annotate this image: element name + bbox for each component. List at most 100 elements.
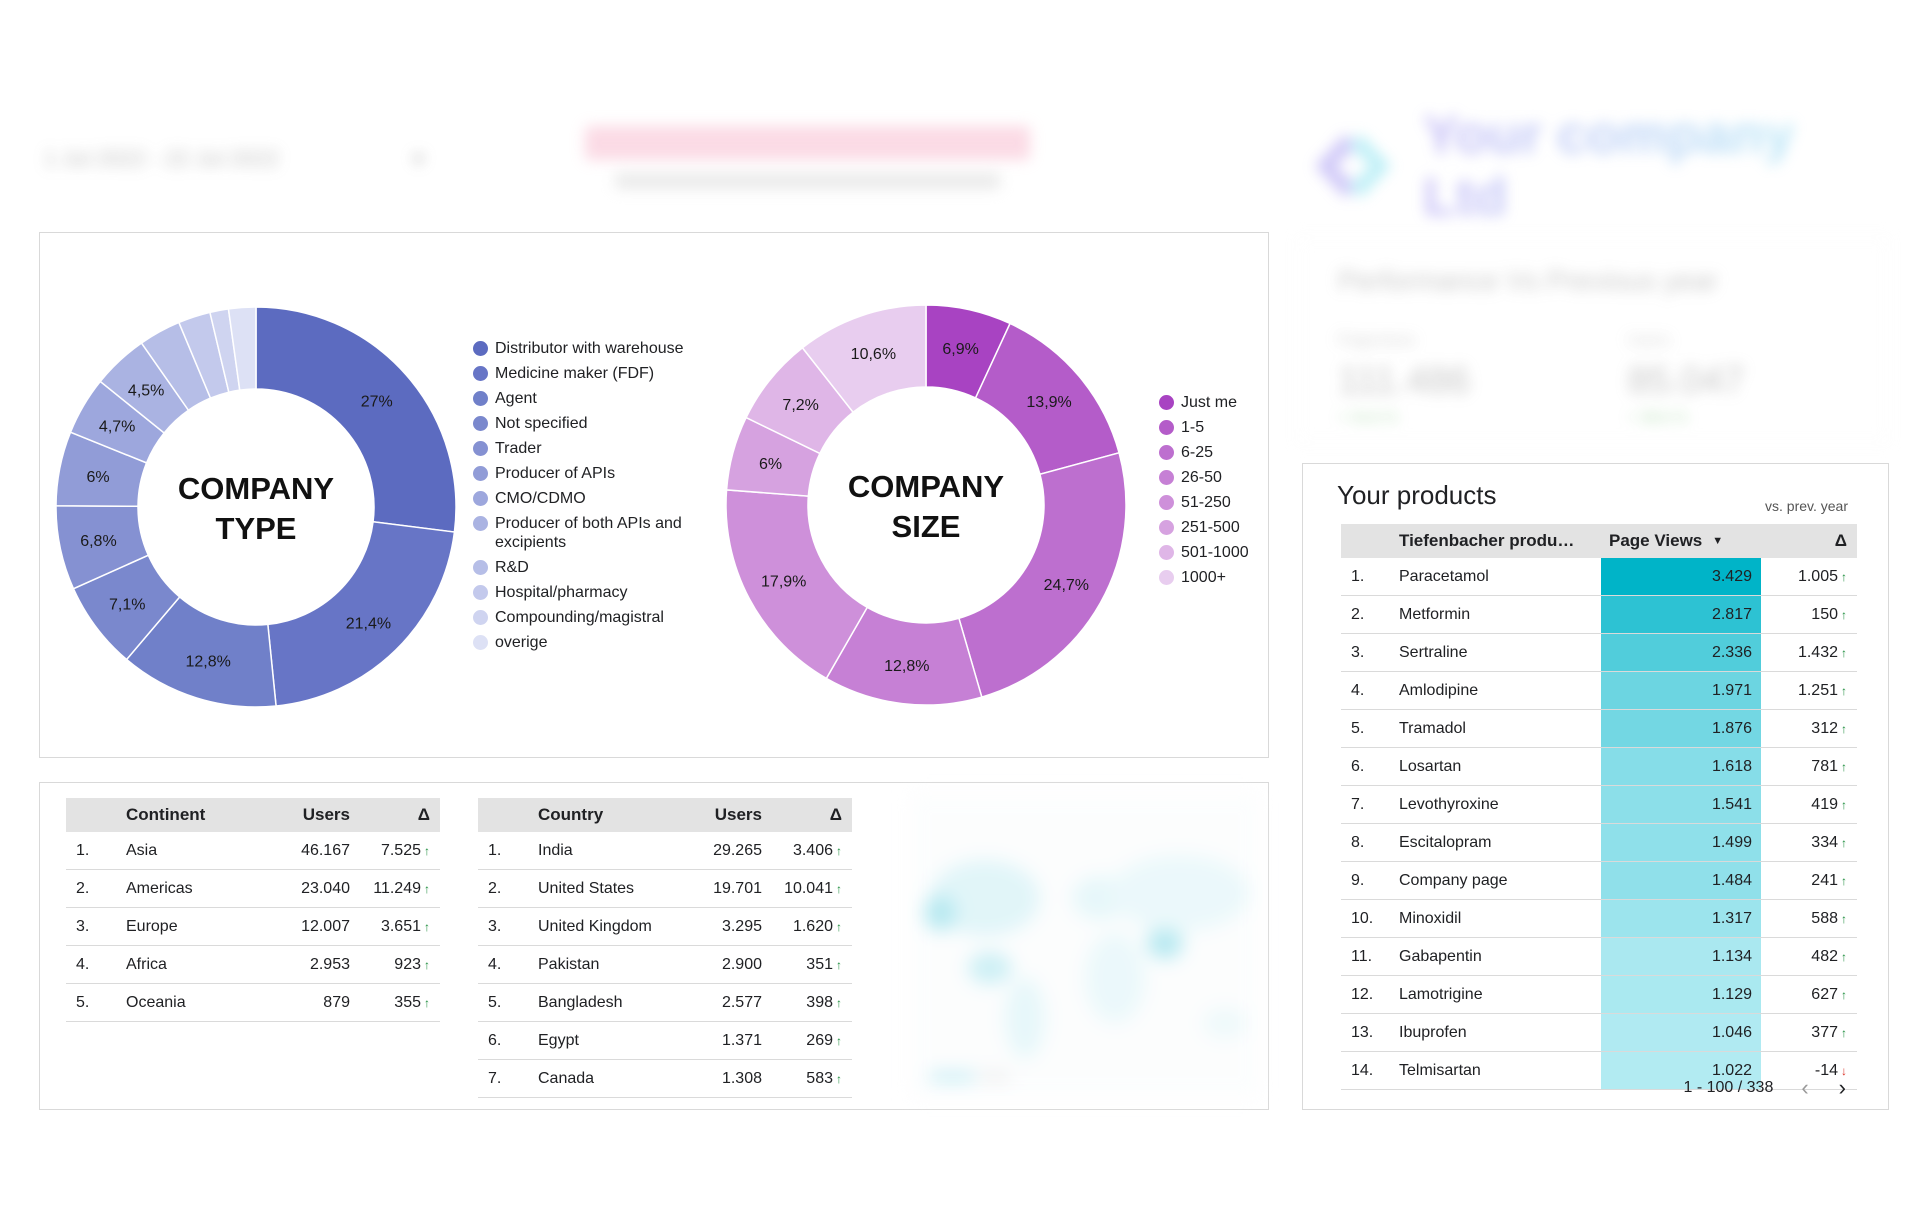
table-row[interactable]: 2. Americas 23.040 11.249 ↑: [66, 870, 440, 908]
table-row[interactable]: 9. Company page 1.484 241 ↑: [1341, 862, 1857, 900]
row-number: 3.: [76, 917, 90, 935]
legend-item-not-specified[interactable]: Not specified: [473, 414, 703, 433]
table-row[interactable]: 10. Minoxidil 1.317 588 ↑: [1341, 900, 1857, 938]
column-header-country[interactable]: Country: [538, 805, 604, 824]
pagination: 1 - 100 / 338 ‹ ›: [1684, 1075, 1847, 1101]
table-row[interactable]: 3. Europe 12.007 3.651 ↑: [66, 908, 440, 946]
column-header-delta[interactable]: Δ: [829, 805, 842, 824]
slice-distributor-with-warehouse[interactable]: [255, 306, 457, 533]
company-type-donut-chart[interactable]: 27% 21,4% 12,8% 7,1% 6,8% 6% 4,7% 4,5% COMPANY TY…: [46, 297, 466, 717]
legend-item-producer-of-both-apis-and-excipients[interactable]: Producer of both APIs and excipients: [473, 514, 703, 552]
row-delta: 312 ↑: [1811, 719, 1847, 737]
column-header-product[interactable]: Tiefenbacher produ…: [1399, 531, 1575, 550]
arrow-up-icon: ↑: [1841, 645, 1847, 660]
table-row[interactable]: 4. Africa 2.953 923 ↑: [66, 946, 440, 984]
column-header-users[interactable]: Users: [714, 805, 762, 824]
column-header-delta[interactable]: Δ: [1834, 531, 1847, 550]
legend-label: 1000+: [1181, 569, 1226, 586]
table-row[interactable]: 7. Canada 1.308 583 ↑: [478, 1060, 852, 1098]
slice-overige[interactable]: [227, 306, 257, 391]
table-header: Tiefenbacher produ… Page Views ▼ Δ: [1341, 524, 1857, 558]
arrow-up-icon: ↑: [1841, 683, 1847, 698]
table-row[interactable]: 8. Escitalopram 1.499 334 ↑: [1341, 824, 1857, 862]
chevron-down-icon: ▾: [412, 146, 424, 171]
table-row[interactable]: 12. Lamotrigine 1.129 627 ↑: [1341, 976, 1857, 1014]
table-row[interactable]: 5. Bangladesh 2.577 398 ↑: [478, 984, 852, 1022]
table-row[interactable]: 4. Pakistan 2.900 351 ↑: [478, 946, 852, 984]
table-row[interactable]: 1. Paracetamol 3.429 1.005 ↑: [1341, 558, 1857, 596]
legend-item-51-250[interactable]: 51-250: [1159, 493, 1269, 512]
row-delta: 398 ↑: [806, 993, 842, 1011]
slice-label-just-me: 6,9%: [942, 341, 978, 358]
legend-item-trader[interactable]: Trader: [473, 439, 703, 458]
world-map[interactable]: [910, 793, 1260, 1098]
legend-item-6-25[interactable]: 6-25: [1159, 443, 1269, 462]
row-page-views: 1.971: [1601, 672, 1761, 709]
legend-item-251-500[interactable]: 251-500: [1159, 518, 1269, 537]
legend-item-1-5[interactable]: 1-5: [1159, 418, 1269, 437]
legend-item-producer-of-apis[interactable]: Producer of APIs: [473, 464, 703, 483]
legend-swatch: [473, 466, 488, 481]
table-row[interactable]: 7. Levothyroxine 1.541 419 ↑: [1341, 786, 1857, 824]
previous-page-icon[interactable]: ‹: [1801, 1075, 1809, 1100]
next-page-icon[interactable]: ›: [1838, 1075, 1846, 1100]
table-row[interactable]: 2. United States 19.701 10.041 ↑: [478, 870, 852, 908]
legend-item-overige[interactable]: overige: [473, 633, 703, 652]
row-name: Egypt: [538, 1031, 579, 1049]
table-row[interactable]: 11. Gabapentin 1.134 482 ↑: [1341, 938, 1857, 976]
legend-item-r-d[interactable]: R&D: [473, 558, 703, 577]
table-row[interactable]: 6. Losartan 1.618 781 ↑: [1341, 748, 1857, 786]
slice-6-25[interactable]: [957, 451, 1127, 698]
row-page-views: 1.129: [1601, 976, 1761, 1013]
table-row[interactable]: 5. Oceania 879 355 ↑: [66, 984, 440, 1022]
column-header-users[interactable]: Users: [302, 805, 350, 824]
table-row[interactable]: 1. India 29.265 3.406 ↑: [478, 832, 852, 870]
slice-51-250[interactable]: [725, 489, 869, 680]
legend-item-hospital-pharmacy[interactable]: Hospital/pharmacy: [473, 583, 703, 602]
row-product-name: Telmisartan: [1399, 1061, 1481, 1079]
column-header-delta[interactable]: Δ: [417, 805, 430, 824]
table-row[interactable]: 4. Amlodipine 1.971 1.251 ↑: [1341, 672, 1857, 710]
date-range-picker[interactable]: 1 Jul 2022 - 22 Jul 2022 ▾: [44, 142, 424, 176]
legend-item-just-me[interactable]: Just me: [1159, 393, 1269, 412]
table-row[interactable]: 1. Asia 46.167 7.525 ↑: [66, 832, 440, 870]
table-row[interactable]: 14. Telmisartan 1.022 -14 ↓: [1341, 1052, 1857, 1090]
row-delta: 923 ↑: [394, 955, 430, 973]
legend-item-26-50[interactable]: 26-50: [1159, 468, 1269, 487]
donut-charts-panel: 27% 21,4% 12,8% 7,1% 6,8% 6% 4,7% 4,5% COMPANY TY…: [39, 232, 1269, 758]
table-row[interactable]: 2. Metformin 2.817 150 ↑: [1341, 596, 1857, 634]
row-delta: 334 ↑: [1811, 833, 1847, 851]
column-header-page-views[interactable]: Page Views ▼: [1601, 531, 1761, 551]
legend-label: Producer of both APIs and excipients: [495, 515, 682, 551]
legend-item-medicine-maker-fdf[interactable]: Medicine maker (FDF): [473, 364, 703, 383]
legend-item-1000[interactable]: 1000+: [1159, 568, 1269, 587]
table-row[interactable]: 3. United Kingdom 3.295 1.620 ↑: [478, 908, 852, 946]
pagination-range: 1 - 100 / 338: [1683, 1079, 1774, 1096]
row-delta: 1.432 ↑: [1797, 643, 1847, 661]
legend-item-agent[interactable]: Agent: [473, 389, 703, 408]
slice-label-51-250: 17,9%: [761, 573, 806, 590]
company-size-donut-chart[interactable]: 6,9% 13,9% 24,7% 12,8% 17,9% 6% 7,2% 10,6% COMPA…: [716, 295, 1136, 715]
table-row[interactable]: 13. Ibuprofen 1.046 377 ↑: [1341, 1014, 1857, 1052]
legend-item-compounding-magistral[interactable]: Compounding/magistral: [473, 608, 703, 627]
column-header-continent[interactable]: Continent: [126, 805, 206, 824]
row-name: Pakistan: [538, 955, 600, 973]
legend-item-cmo-cdmo[interactable]: CMO/CDMO: [473, 489, 703, 508]
table-row[interactable]: 5. Tramadol 1.876 312 ↑: [1341, 710, 1857, 748]
legend-item-501-1000[interactable]: 501-1000: [1159, 543, 1269, 562]
legend-label: Medicine maker (FDF): [495, 365, 655, 382]
slice-1000[interactable]: [801, 304, 927, 414]
legend-item-distributor-with-warehouse[interactable]: Distributor with warehouse: [473, 339, 703, 358]
arrow-up-icon: ↑: [424, 957, 430, 972]
slice-medicine-maker-fdf[interactable]: [267, 520, 456, 707]
row-product-name: Gabapentin: [1399, 947, 1482, 965]
row-delta: 3.406 ↑: [792, 841, 842, 859]
table-row[interactable]: 3. Sertraline 2.336 1.432 ↑: [1341, 634, 1857, 672]
row-number: 8.: [1351, 833, 1365, 851]
geo-panel: Continent Users Δ 1. Asia 46.167 7.525 ↑ 2. Am…: [39, 782, 1269, 1110]
row-users: 2.953: [309, 955, 350, 973]
row-product-name: Company page: [1399, 871, 1508, 889]
table-row[interactable]: 6. Egypt 1.371 269 ↑: [478, 1022, 852, 1060]
legend-swatch: [473, 416, 488, 431]
legend-swatch: [473, 341, 488, 356]
